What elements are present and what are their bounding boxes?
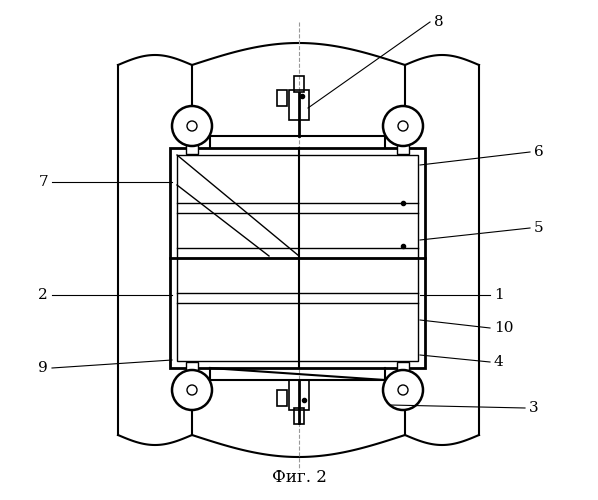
- Bar: [170, 148, 425, 368]
- Text: 7: 7: [38, 175, 48, 189]
- Bar: [118, 65, 192, 435]
- Circle shape: [383, 106, 423, 146]
- Bar: [294, 76, 304, 92]
- Text: 3: 3: [529, 401, 539, 415]
- Circle shape: [172, 370, 212, 410]
- Text: 9: 9: [38, 361, 48, 375]
- Text: Фиг. 2: Фиг. 2: [271, 470, 327, 486]
- Circle shape: [398, 385, 408, 395]
- Circle shape: [187, 121, 197, 131]
- Bar: [177, 155, 418, 361]
- Bar: [289, 380, 309, 410]
- Circle shape: [172, 106, 212, 146]
- Text: 4: 4: [494, 355, 504, 369]
- Bar: [186, 362, 198, 372]
- Text: 8: 8: [434, 15, 444, 29]
- Bar: [397, 144, 409, 154]
- Circle shape: [383, 370, 423, 410]
- Text: 2: 2: [38, 288, 48, 302]
- Text: 5: 5: [534, 221, 544, 235]
- Text: 10: 10: [494, 321, 514, 335]
- Text: 1: 1: [494, 288, 504, 302]
- Bar: [277, 390, 287, 406]
- Bar: [277, 90, 287, 106]
- Text: 6: 6: [534, 145, 544, 159]
- Bar: [397, 362, 409, 372]
- Bar: [289, 90, 309, 120]
- Bar: [186, 144, 198, 154]
- Bar: [170, 148, 425, 368]
- Bar: [294, 408, 304, 424]
- Bar: [405, 65, 479, 435]
- Circle shape: [187, 385, 197, 395]
- Circle shape: [398, 121, 408, 131]
